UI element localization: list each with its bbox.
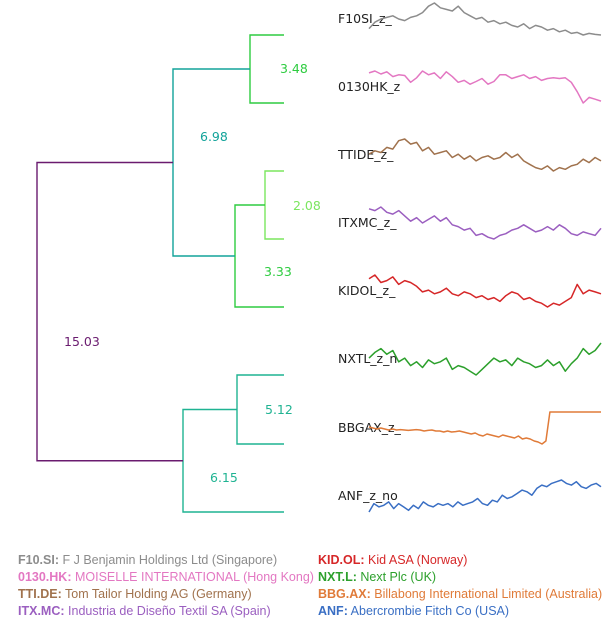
leaf-label: KIDOL_z_ [338, 283, 396, 298]
legend-code: ITX.MC: [18, 604, 65, 618]
merge-distance-label: 6.15 [210, 470, 238, 485]
legend-item-nxtl: NXT.L: Next Plc (UK) [318, 569, 436, 585]
leaf-label: ITXMC_z_ [338, 215, 397, 230]
legend-code: NXT.L: [318, 570, 357, 584]
leaf-label: NXTL_z_n [338, 351, 397, 366]
legend-item-f10si: F10.SI: F J Benjamin Holdings Ltd (Singa… [18, 552, 277, 568]
sparkline-series [368, 479, 602, 513]
leaf-label: F10SI_z_ [338, 11, 393, 26]
dendrogram-link [249, 34, 284, 104]
merge-distance-label: 2.08 [293, 198, 321, 213]
legend-code: ANF: [318, 604, 348, 618]
legend-name: Abercrombie Fitch Co (USA) [350, 604, 510, 618]
legend-name: Tom Tailor Holding AG (Germany) [65, 587, 252, 601]
sparkline-series [368, 206, 602, 240]
merge-distance-label: 3.33 [264, 264, 292, 279]
dendrogram-link [36, 161, 183, 462]
legend-item-0130hk: 0130.HK: MOISELLE INTERNATIONAL (Hong Ko… [18, 569, 314, 585]
legend-name: Industria de Diseño Textil SA (Spain) [68, 604, 271, 618]
sparkline-series [368, 411, 601, 445]
legend-name: F J Benjamin Holdings Ltd (Singapore) [62, 553, 278, 567]
sparkline-series [368, 342, 602, 376]
leaf-label: 0130HK_z [338, 79, 401, 94]
dendrogram-chart: 3.48 2.08 3.33 6.98 5.12 6.15 15.03 F10SI_z_ 013… [36, 2, 602, 513]
legend-item-anf: ANF: Abercrombie Fitch Co (USA) [318, 603, 509, 619]
legend-name: Next Plc (UK) [360, 570, 437, 584]
legend-item-kidol: KID.OL: Kid ASA (Norway) [318, 552, 467, 568]
legend-code: KID.OL: [318, 553, 365, 567]
sparkline-series [368, 70, 602, 104]
legend-code: F10.SI: [18, 553, 59, 567]
merge-distance-label: 5.12 [265, 402, 293, 417]
legend-name: Kid ASA (Norway) [368, 553, 468, 567]
legend: F10.SI: F J Benjamin Holdings Ltd (Singa… [0, 552, 616, 630]
legend-item-ttide: TTI.DE: Tom Tailor Holding AG (Germany) [18, 586, 252, 602]
legend-code: 0130.HK: [18, 570, 72, 584]
merge-distance-label: 3.48 [280, 61, 308, 76]
dendrogram-link [172, 68, 250, 257]
sparkline-series [368, 274, 602, 308]
legend-item-bbgax: BBG.AX: Billabong International Limited … [318, 586, 602, 602]
legend-item-itxmc: ITX.MC: Industria de Diseño Textil SA (S… [18, 603, 271, 619]
dendrogram-link [234, 204, 284, 308]
legend-code: TTI.DE: [18, 587, 62, 601]
sparkline-series [368, 2, 602, 36]
leaf-label: ANF_z_no [338, 488, 398, 503]
dendrogram-link [264, 170, 284, 240]
legend-name: Billabong International Limited (Austral… [374, 587, 603, 601]
merge-distance-label: 15.03 [64, 334, 100, 349]
dendrogram-link [182, 408, 284, 513]
sparkline-series [368, 138, 602, 172]
legend-code: BBG.AX: [318, 587, 371, 601]
leaf-label: TTIDE_z_ [337, 147, 394, 162]
merge-distance-label: 6.98 [200, 129, 228, 144]
legend-name: MOISELLE INTERNATIONAL (Hong Kong) [74, 570, 314, 584]
